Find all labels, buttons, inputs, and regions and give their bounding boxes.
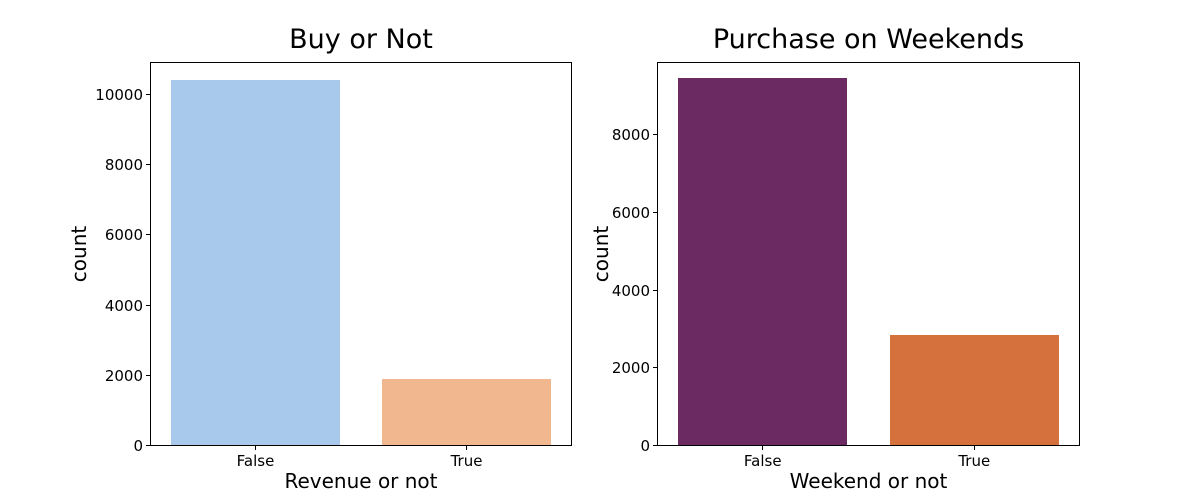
x-tick-label: False xyxy=(743,452,782,470)
y-tick-label: 8000 xyxy=(104,156,143,175)
y-tick-label: 10000 xyxy=(95,85,143,104)
y-tick-mark xyxy=(653,134,657,135)
y-tick-mark xyxy=(146,164,150,166)
x-axis-label-weekend: Weekend or not xyxy=(789,469,948,493)
axes-1 xyxy=(657,62,1080,446)
y-tick-label: 0 xyxy=(640,437,650,455)
y-tick-mark xyxy=(146,234,150,236)
y-tick-mark xyxy=(146,93,150,95)
y-tick-mark xyxy=(146,304,150,306)
y-tick-label: 4000 xyxy=(104,296,143,315)
y-tick-mark xyxy=(653,211,657,213)
y-tick-label: 8000 xyxy=(611,126,650,144)
x-tick-mark xyxy=(762,446,764,450)
y-tick-label: 0 xyxy=(133,437,143,455)
y-tick-label: 6000 xyxy=(611,203,650,222)
bar-false-0 xyxy=(171,80,340,445)
x-tick-mark xyxy=(973,446,975,450)
chart-title-buy-or-not: Buy or Not xyxy=(289,24,433,55)
y-axis-label-count-right: count xyxy=(589,225,613,283)
y-tick-mark xyxy=(653,445,657,446)
y-tick-label: 2000 xyxy=(104,366,143,385)
bar-false-1 xyxy=(678,78,848,445)
x-axis-label-revenue: Revenue or not xyxy=(284,469,438,493)
y-tick-label: 6000 xyxy=(104,226,143,245)
x-tick-label: False xyxy=(236,452,275,470)
axes-0 xyxy=(150,62,572,446)
x-tick-label: True xyxy=(958,452,991,470)
x-tick-mark xyxy=(466,446,467,450)
y-tick-label: 2000 xyxy=(611,359,650,378)
bar-true-0 xyxy=(382,379,551,445)
y-tick-mark xyxy=(653,289,657,291)
y-tick-label: 4000 xyxy=(611,281,650,300)
y-tick-mark xyxy=(146,374,150,376)
y-tick-mark xyxy=(146,445,150,446)
bar-true-1 xyxy=(889,334,1059,445)
x-tick-mark xyxy=(255,446,256,450)
x-tick-label: True xyxy=(450,452,483,470)
y-tick-mark xyxy=(653,367,657,369)
chart-title-purchase-weekends: Purchase on Weekends xyxy=(712,24,1025,55)
